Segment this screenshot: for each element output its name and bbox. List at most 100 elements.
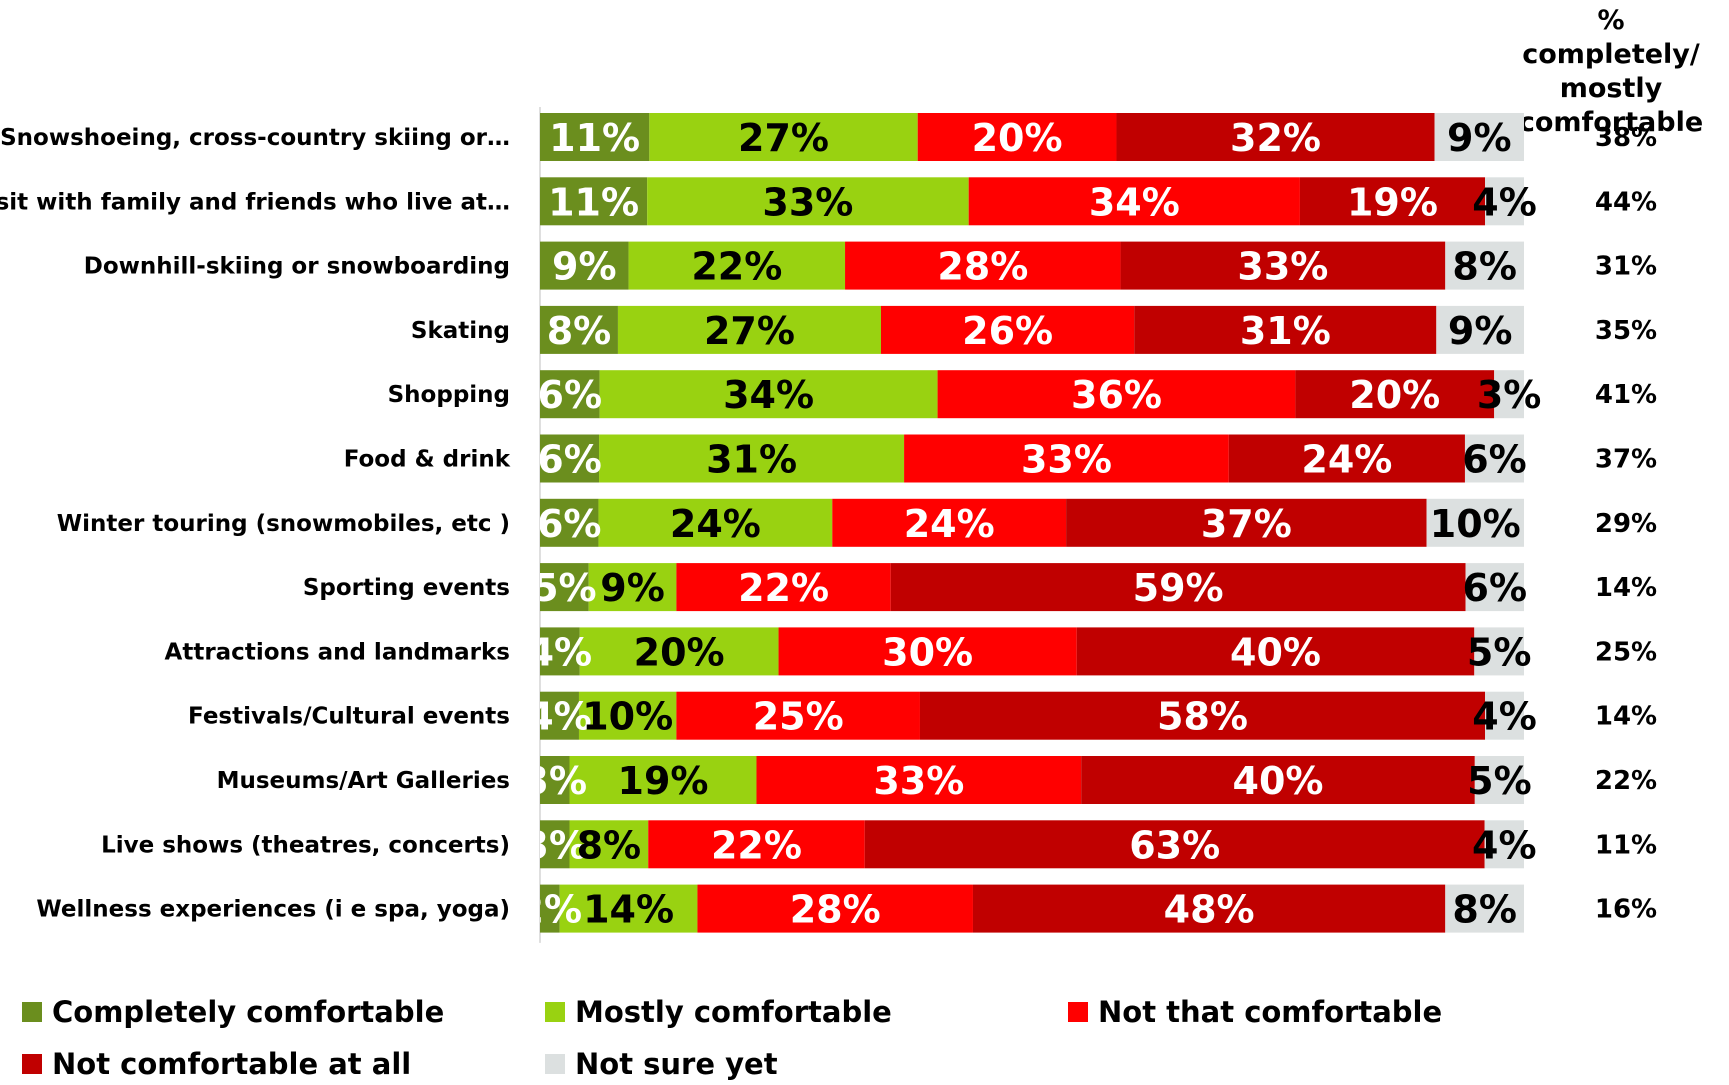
legend-label: Not that comfortable — [1098, 995, 1443, 1029]
bar-segment — [628, 241, 846, 290]
data-label: 40% — [1233, 759, 1324, 803]
bar-segment — [919, 691, 1486, 740]
bar-segment — [1081, 756, 1475, 804]
legend-swatch — [545, 1002, 565, 1022]
data-label: 28% — [937, 245, 1028, 289]
data-label: 58% — [1157, 695, 1248, 739]
data-label: 4% — [528, 630, 593, 674]
bar-segment — [1426, 498, 1524, 547]
legend-item-not-that-comfortable: Not that comfortable — [1068, 995, 1442, 1029]
data-label: 3% — [1477, 373, 1542, 417]
bar-segment — [540, 627, 580, 676]
total-label: 11% — [1595, 830, 1657, 860]
bar-segment — [1445, 241, 1524, 290]
category-label: Food & drink — [344, 447, 511, 473]
data-label: 10% — [1430, 502, 1521, 546]
data-label: 32% — [1230, 116, 1321, 160]
data-label: 63% — [1129, 823, 1220, 867]
data-label: 8% — [1452, 888, 1517, 932]
data-label: 22% — [711, 823, 802, 867]
category-label: Snowshoeing, cross-country skiing or… — [0, 125, 510, 151]
data-label: 33% — [1021, 438, 1112, 482]
category-label: Winter touring (snowmobiles, etc ) — [57, 511, 510, 537]
bar-segment — [599, 434, 905, 483]
legend: Completely comfortable Mostly comfortabl… — [22, 995, 1722, 1085]
bar-segment — [578, 691, 677, 740]
bar-segment — [1445, 884, 1524, 933]
data-label: 22% — [738, 566, 829, 610]
legend-swatch — [22, 1002, 42, 1022]
total-label: 44% — [1595, 187, 1657, 217]
bar-segment — [598, 498, 833, 547]
bar-segment — [540, 241, 629, 290]
data-label: 24% — [670, 502, 761, 546]
legend-swatch — [545, 1054, 565, 1074]
total-label: 16% — [1595, 895, 1657, 925]
data-label: 3% — [523, 823, 588, 867]
category-label: Sporting events — [303, 575, 510, 601]
data-label: 22% — [691, 245, 782, 289]
total-label: 31% — [1595, 252, 1657, 282]
bar-segment — [676, 563, 891, 612]
total-label: 41% — [1595, 380, 1657, 410]
bar-segment — [1134, 305, 1437, 354]
bar-segment — [1228, 434, 1465, 483]
bar-segment — [1474, 756, 1524, 804]
legend-item-completely-comfortable: Completely comfortable — [22, 995, 444, 1029]
legend-item-not-comfortable-at-all: Not comfortable at all — [22, 1047, 411, 1081]
data-label: 6% — [538, 373, 603, 417]
bar-segment — [1494, 370, 1524, 419]
data-label: 11% — [548, 180, 639, 224]
bar-segment — [1120, 241, 1446, 290]
data-label: 11% — [549, 116, 640, 160]
bar-segment — [569, 756, 757, 804]
bar-segment — [845, 241, 1121, 290]
data-label: 2% — [518, 888, 583, 932]
data-label: 26% — [962, 309, 1053, 353]
data-label: 8% — [547, 309, 612, 353]
bar-segment — [890, 563, 1466, 612]
bar-segment — [540, 113, 650, 161]
data-label: 33% — [873, 759, 964, 803]
bar-segment — [648, 820, 865, 869]
data-label: 4% — [527, 695, 592, 739]
totals-header: % completely/ mostly comfortable — [1511, 4, 1711, 140]
bar-segment — [1295, 370, 1495, 419]
total-label: 29% — [1595, 509, 1657, 539]
bar-segment — [697, 884, 973, 933]
data-label: 36% — [1071, 373, 1162, 417]
bar-segment — [649, 113, 918, 161]
bar-segment — [540, 884, 560, 933]
data-label: 31% — [706, 438, 797, 482]
data-label: 31% — [1240, 309, 1331, 353]
data-label: 14% — [583, 888, 674, 932]
bar-segment — [1485, 177, 1524, 226]
bar-segment — [540, 563, 589, 612]
legend-item-not-sure-yet: Not sure yet — [545, 1047, 778, 1081]
data-label: 34% — [1089, 180, 1180, 224]
totals-header-line1: % completely/ — [1522, 5, 1700, 70]
legend-label: Not sure yet — [575, 1047, 778, 1081]
bar-segment — [1299, 177, 1486, 226]
data-label: 9% — [600, 566, 665, 610]
data-label: 24% — [1301, 438, 1392, 482]
data-label: 24% — [904, 502, 995, 546]
bar-segment — [617, 305, 881, 354]
bar-segment — [540, 498, 599, 547]
category-label: Downhill-skiing or snowboarding — [84, 254, 510, 280]
category-label: Wellness experiences (i e spa, yoga) — [36, 897, 510, 923]
category-label: Shopping — [388, 382, 510, 408]
bar-segment — [540, 370, 600, 419]
data-label: 25% — [753, 695, 844, 739]
bar-segment — [588, 563, 677, 612]
total-label: 14% — [1595, 702, 1657, 732]
category-label: Festivals/Cultural events — [188, 704, 510, 730]
data-label: 33% — [1237, 245, 1328, 289]
data-label: 5% — [1467, 759, 1532, 803]
stacked-bar-chart: Snowshoeing, cross-country skiing or… 11%… — [0, 107, 1657, 943]
data-label: 48% — [1164, 888, 1255, 932]
legend-label: Mostly comfortable — [575, 995, 892, 1029]
bar-segment — [1434, 113, 1524, 161]
data-label: 9% — [1448, 309, 1513, 353]
bar-segment — [540, 434, 600, 483]
